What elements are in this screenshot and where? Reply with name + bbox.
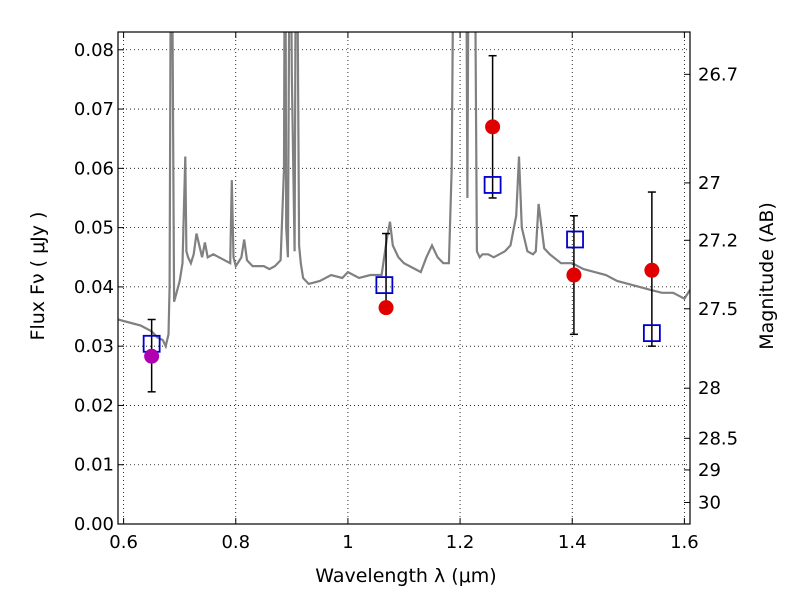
grid [118,32,690,525]
right-tick-label: 28 [698,378,721,399]
spectrum-line-group [118,32,690,350]
right-tick-label: 26.7 [698,64,738,85]
y-tick-label: 0.07 [74,99,114,120]
model-spectrum-line [118,32,690,350]
right-tick-label: 27.5 [698,299,738,320]
y-axis-label: Flux Fν ( μJy ) [27,212,49,341]
x-tick-label: 1.2 [446,532,475,553]
x-tick-label: 0.8 [221,532,250,553]
observed-point-red [566,267,582,283]
y-tick-label: 0.01 [74,455,114,476]
x-tick-label: 1 [342,532,353,553]
y-tick-label: 0.00 [74,514,114,535]
observed-point-red [644,262,660,278]
x-axis-label: Wavelength λ (μm) [315,565,496,587]
right-tick-label: 27.2 [698,230,738,251]
x-tick-label: 1.6 [670,532,699,553]
model-band-square [566,230,584,249]
y-tick-label: 0.05 [74,218,114,239]
observed-markers [144,119,660,364]
right-tick-label: 30 [698,492,721,513]
plot-frame [117,31,691,525]
ticks: 0.6 0.8 1 1.2 1.4 1.6 0.00 0.01 0.02 0.03 0.04 0.05… [74,32,738,553]
right-tick-label: 29 [698,460,721,481]
y-tick-label: 0.08 [74,40,114,61]
right-tick-label: 28.5 [698,428,738,449]
observed-point-red [378,300,394,316]
model-band-square [642,324,661,343]
right-axis-label: Magnitude (AB) [756,202,778,350]
x-tick-label: 0.6 [109,532,138,553]
error-bars [147,54,656,393]
y-tick-label: 0.02 [74,395,114,416]
y-tick-label: 0.03 [74,336,114,357]
observed-point-red [485,119,501,135]
model-band-square [483,176,502,194]
y-tick-label: 0.04 [74,277,114,298]
model-band-markers [142,176,661,353]
x-tick-label: 1.4 [558,532,587,553]
model-band-square [375,276,394,295]
observed-point-purple [144,348,160,364]
y-tick-label: 0.06 [74,158,114,179]
right-tick-label: 27 [698,173,721,194]
